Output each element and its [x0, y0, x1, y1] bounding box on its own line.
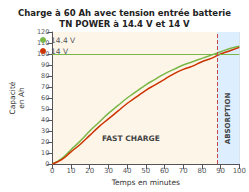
svg-text:90: 90 — [216, 167, 225, 175]
svg-text:10: 10 — [41, 149, 49, 157]
svg-text:60: 60 — [160, 167, 169, 175]
svg-text:80: 80 — [197, 167, 206, 175]
svg-text:50: 50 — [141, 167, 150, 175]
svg-text:80: 80 — [41, 72, 49, 80]
svg-text:100: 100 — [233, 167, 246, 175]
svg-text:en Ah: en Ah — [17, 87, 26, 109]
svg-text:110: 110 — [36, 39, 50, 47]
svg-text:14 V: 14 V — [51, 46, 69, 56]
svg-text:30: 30 — [104, 167, 113, 175]
svg-text:10: 10 — [67, 167, 76, 175]
svg-text:50: 50 — [41, 105, 49, 113]
svg-text:20: 20 — [85, 167, 94, 175]
svg-text:FAST CHARGE: FAST CHARGE — [102, 134, 160, 143]
svg-text:ABSORPTION: ABSORPTION — [224, 93, 232, 145]
svg-text:20: 20 — [41, 138, 49, 146]
svg-text:Charge à 60 Ah avec tension en: Charge à 60 Ah avec tension entrée batte… — [18, 8, 231, 18]
svg-text:100: 100 — [36, 50, 50, 58]
svg-text:60: 60 — [41, 94, 49, 102]
svg-text:Temps en minutes: Temps en minutes — [111, 178, 180, 187]
svg-text:Capacité: Capacité — [8, 81, 17, 114]
svg-text:0: 0 — [45, 160, 49, 168]
svg-text:70: 70 — [179, 167, 188, 175]
svg-text:14.4 V: 14.4 V — [51, 36, 76, 45]
svg-text:90: 90 — [41, 61, 49, 69]
svg-text:120: 120 — [37, 28, 49, 36]
svg-text:0: 0 — [50, 167, 54, 175]
svg-text:70: 70 — [41, 83, 49, 91]
svg-text:40: 40 — [41, 116, 49, 124]
svg-text:30: 30 — [41, 127, 49, 135]
svg-text:TN POWER à 14.4 V et 14 V: TN POWER à 14.4 V et 14 V — [59, 19, 190, 29]
svg-text:40: 40 — [123, 167, 132, 175]
